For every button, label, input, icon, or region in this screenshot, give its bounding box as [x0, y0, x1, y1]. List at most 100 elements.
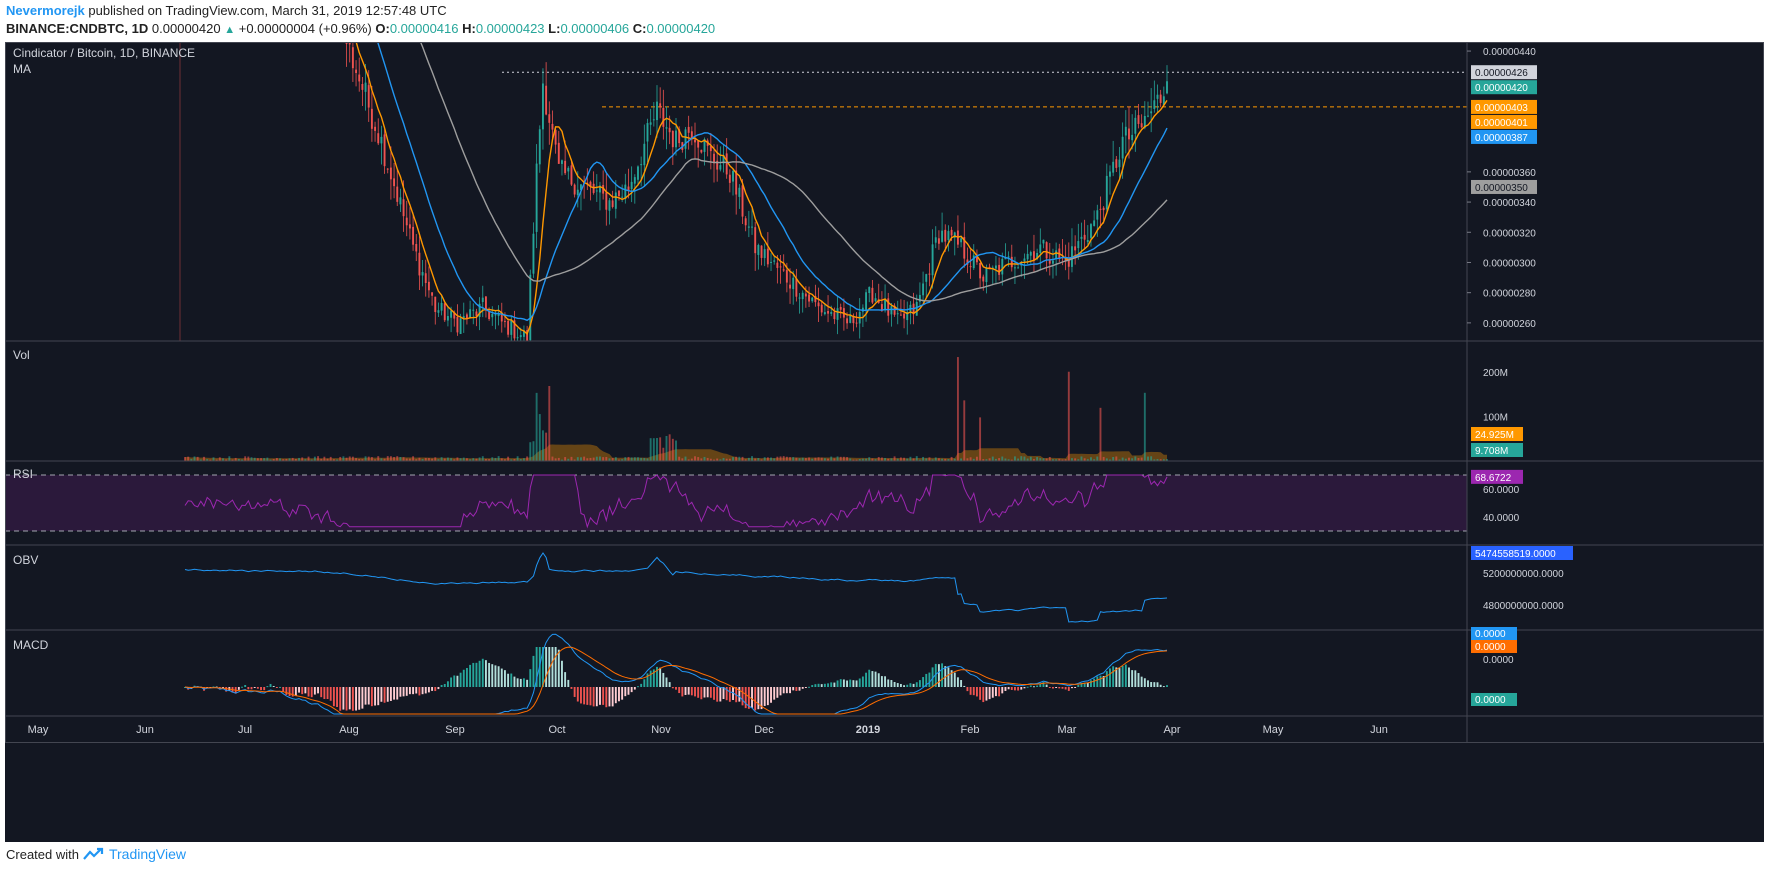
- volume-bar: [722, 458, 725, 461]
- close-label: C:: [632, 21, 647, 36]
- volume-bar: [1102, 456, 1105, 461]
- open-label: O:: [375, 21, 390, 36]
- candle-body: [551, 123, 554, 130]
- volume-bar: [785, 456, 788, 461]
- macd-histogram-bar: [247, 687, 250, 690]
- macd-histogram-bar: [272, 685, 275, 687]
- volume-bar: [472, 458, 475, 461]
- macd-histogram-bar: [684, 687, 687, 695]
- macd-histogram-bar: [491, 664, 494, 687]
- chart-title: Cindicator / Bitcoin, 1D, BINANCE: [13, 46, 195, 60]
- macd-histogram-bar: [1140, 676, 1143, 687]
- ma-mid-line: [376, 42, 1168, 322]
- macd-histogram-bar: [716, 687, 719, 702]
- macd-histogram-bar: [301, 687, 304, 695]
- candle-body: [760, 245, 763, 258]
- candle-body: [412, 226, 415, 245]
- macd-histogram-bar: [256, 687, 259, 689]
- macd-histogram-bar: [389, 687, 392, 701]
- volume-bar: [510, 459, 513, 461]
- x-tick-label: May: [1263, 724, 1284, 736]
- volume-bar: [1055, 459, 1058, 461]
- macd-histogram-bar: [871, 671, 874, 687]
- volume-bar: [418, 457, 421, 461]
- volume-bar: [446, 457, 449, 461]
- macd-histogram-bar: [291, 687, 294, 697]
- volume-bar: [956, 357, 959, 461]
- macd-histogram-bar: [896, 683, 899, 687]
- chart-canvas[interactable]: May Jun Jul Aug Sep Oct Nov Dec 2019 Feb Mar Apr May…: [5, 42, 1764, 842]
- macd-histogram-bar: [358, 687, 361, 710]
- volume-bar: [839, 456, 842, 461]
- volume-bar: [1140, 457, 1143, 461]
- macd-histogram-bar: [633, 687, 636, 690]
- macd-histogram-bar: [665, 677, 668, 687]
- macd-histogram-bar: [624, 687, 627, 697]
- volume-bar: [1039, 458, 1042, 461]
- candle-body: [896, 313, 899, 315]
- macd-histogram-bar: [858, 678, 861, 687]
- macd-histogram-bar: [798, 687, 801, 691]
- macd-histogram-bar: [405, 687, 408, 696]
- volume-bar: [760, 459, 763, 461]
- candle-body: [893, 305, 896, 315]
- candle-body: [694, 139, 696, 143]
- candle-body: [374, 126, 377, 131]
- macd-histogram-bar: [868, 669, 871, 687]
- candle-body: [776, 262, 779, 268]
- candle-body: [785, 270, 788, 283]
- volume-bar: [868, 457, 871, 461]
- candle-body: [589, 181, 592, 187]
- macd-histogram-bar: [985, 687, 988, 701]
- volume-bar: [1090, 457, 1092, 461]
- macd-histogram-bar: [823, 683, 826, 687]
- volume-bar: [456, 457, 459, 461]
- macd-histogram-bar: [690, 687, 693, 696]
- volume-bar: [918, 459, 921, 461]
- volume-bar: [1159, 459, 1162, 461]
- volume-bar: [836, 456, 839, 461]
- price-label-text: 0.00000387: [1475, 133, 1528, 144]
- x-tick-label: Mar: [1058, 724, 1077, 736]
- macd-histogram-bar: [1055, 687, 1058, 688]
- volume-bar: [608, 458, 611, 461]
- volume-bar: [678, 456, 681, 461]
- tradingview-brand-link[interactable]: TradingView: [108, 846, 187, 862]
- macd-histogram-bar: [760, 687, 763, 710]
- volume-bar: [272, 459, 275, 461]
- author-link[interactable]: Nevermorejk: [6, 3, 85, 18]
- volume-bar: [941, 458, 944, 461]
- volume-bar: [431, 458, 434, 461]
- candle-body: [567, 167, 570, 172]
- macd-histogram-bar: [906, 684, 909, 687]
- volume-bar: [694, 456, 696, 461]
- candle-body: [652, 119, 655, 121]
- candle-body: [1067, 260, 1070, 267]
- macd-histogram-bar: [846, 680, 849, 687]
- candle-body: [494, 314, 497, 316]
- volume-bar: [798, 458, 801, 461]
- candle-body: [687, 126, 690, 133]
- macd-histogram-bar: [465, 668, 468, 687]
- macd-histogram-bar: [478, 660, 481, 687]
- macd-histogram-bar: [329, 687, 332, 701]
- candle-body: [1086, 240, 1089, 242]
- volume-bar: [1083, 458, 1086, 461]
- volume-bar: [953, 458, 956, 461]
- candle-body: [377, 133, 380, 144]
- volume-bar: [960, 458, 963, 461]
- up-arrow-icon: ▲: [224, 24, 236, 36]
- macd-histogram-bar: [475, 662, 478, 687]
- macd-histogram-bar: [890, 680, 893, 687]
- volume-bar: [630, 457, 633, 461]
- volume-bar: [1118, 459, 1121, 461]
- volume-bar: [1131, 458, 1134, 461]
- candle-body: [1036, 252, 1039, 260]
- macd-histogram-bar: [627, 687, 630, 695]
- macd-histogram-bar: [776, 687, 779, 698]
- macd-histogram-bar: [991, 687, 994, 698]
- price-label-badge: 0.00000387: [1471, 129, 1537, 144]
- volume-bar: [1080, 456, 1083, 461]
- macd-histogram-bar: [421, 687, 424, 695]
- volume-bar: [744, 459, 747, 461]
